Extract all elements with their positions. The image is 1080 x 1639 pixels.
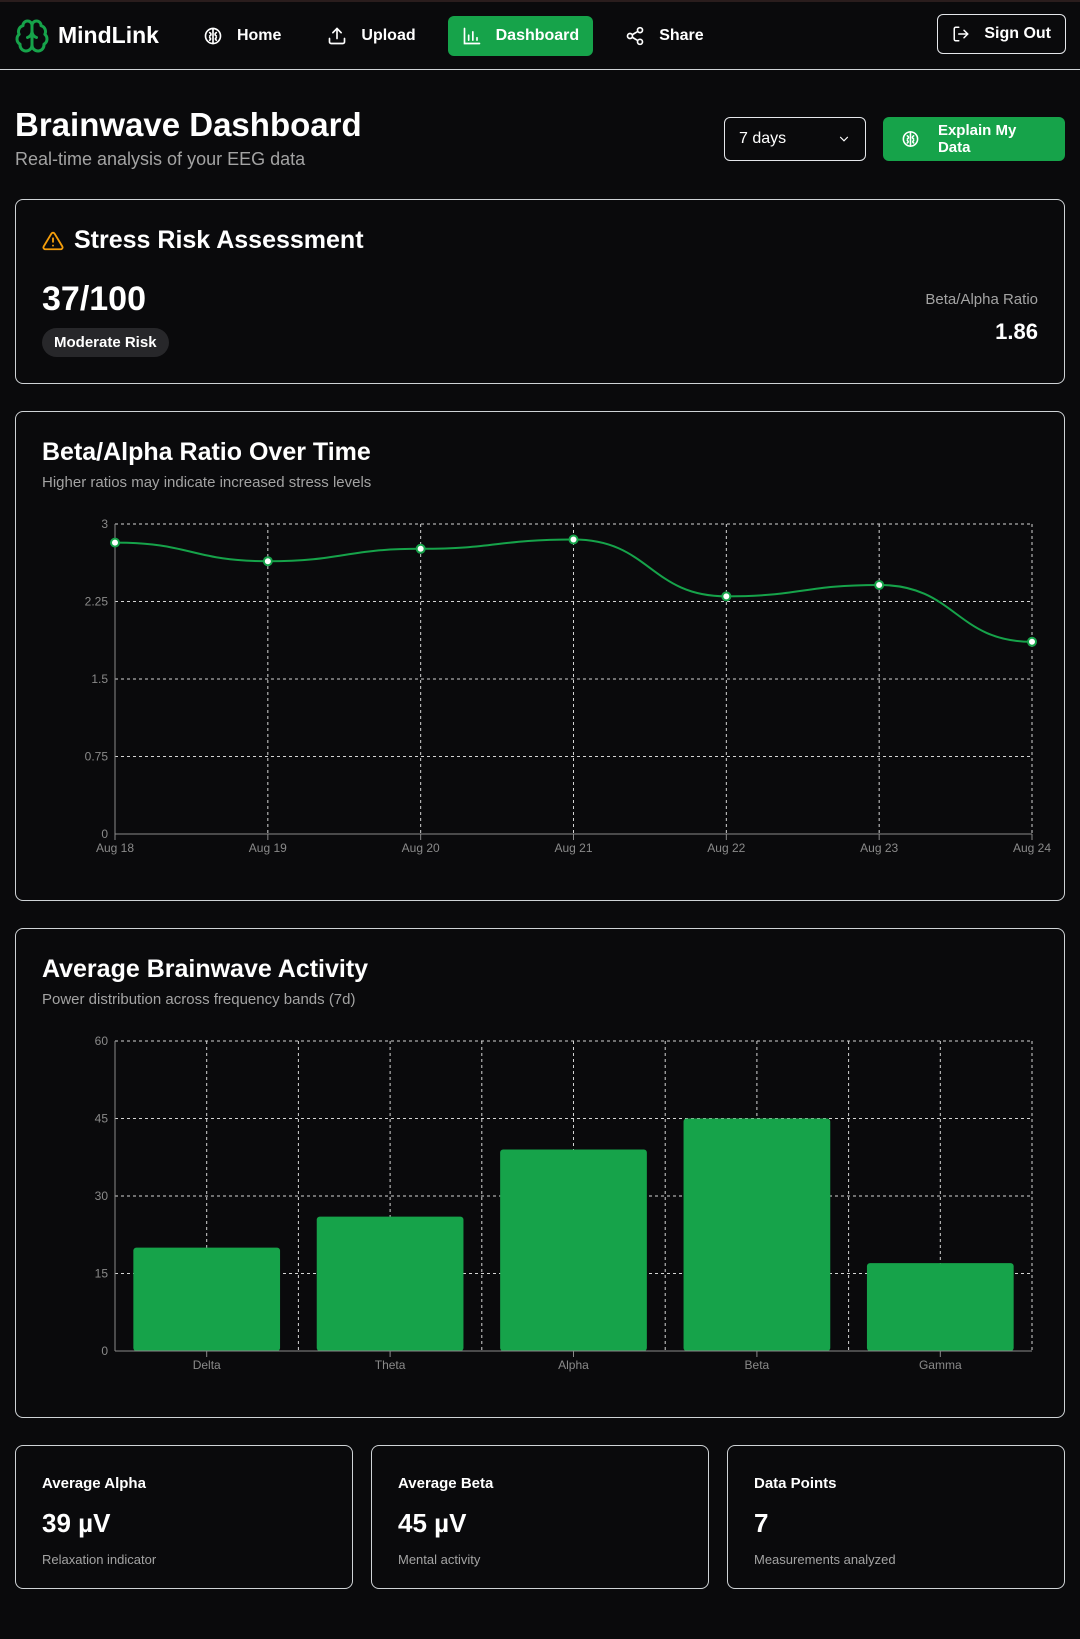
page-subtitle: Real-time analysis of your EEG data	[15, 149, 306, 169]
y-tick-label: 0.75	[85, 750, 109, 764]
x-tick-label: Aug 18	[96, 841, 134, 855]
x-tick-label: Aug 23	[860, 841, 898, 855]
explain-my-data-button[interactable]: Explain My Data	[883, 117, 1065, 161]
brain-icon	[204, 27, 222, 44]
data-point	[262, 556, 273, 567]
stat-description: Relaxation indicator	[42, 1552, 157, 1567]
bar-delta	[133, 1247, 281, 1351]
y-tick-label: 30	[95, 1189, 109, 1203]
brain-logo-icon	[15, 19, 49, 52]
risk-level-badge: Moderate Risk	[42, 328, 169, 357]
y-tick-label: 3	[101, 517, 108, 531]
sign-out-button[interactable]: Sign Out	[937, 14, 1066, 54]
data-point	[568, 534, 579, 545]
bar-card-title: Average Brainwave Activity	[42, 955, 369, 983]
bar-theta	[316, 1216, 464, 1351]
data-point	[1027, 636, 1037, 647]
nav-share[interactable]: Share	[611, 16, 717, 56]
stat-label: Average Beta	[398, 1475, 494, 1492]
page-header: Brainwave Dashboard Real-time analysis o…	[0, 70, 1080, 198]
ratio-over-time-card: Beta/Alpha Ratio Over Time Higher ratios…	[15, 411, 1065, 901]
stat-card-alpha: Average Alpha 39 µV Relaxation indicator	[15, 1445, 353, 1589]
stress-card-title-row: Stress Risk Assessment	[42, 226, 364, 255]
page-title: Brainwave Dashboard	[15, 106, 362, 143]
data-point	[874, 579, 885, 590]
line-card-title: Beta/Alpha Ratio Over Time	[42, 438, 371, 466]
stat-card-beta: Average Beta 45 µV Mental activity	[371, 1445, 709, 1589]
brainwave-activity-card: Average Brainwave Activity Power distrib…	[15, 928, 1065, 1418]
bar-gamma	[866, 1263, 1014, 1351]
stat-description: Mental activity	[398, 1552, 481, 1567]
nav-upload-label: Upload	[361, 26, 416, 44]
nav-dashboard[interactable]: Dashboard	[447, 15, 594, 56]
data-point	[110, 537, 120, 548]
time-range-select[interactable]: 7 days	[724, 117, 866, 161]
x-tick-label: Beta	[745, 1358, 770, 1372]
y-tick-label: 2.25	[85, 595, 109, 609]
stress-card-title: Stress Risk Assessment	[74, 226, 364, 254]
explain-my-data-label: Explain My Data	[937, 122, 1017, 156]
bar-chart-icon	[463, 27, 480, 44]
stress-score: 37/100	[42, 280, 146, 318]
sign-out-icon	[953, 26, 969, 42]
y-tick-label: 0	[101, 827, 108, 841]
y-tick-label: 15	[95, 1267, 109, 1281]
stress-risk-card: Stress Risk Assessment 37/100 Moderate R…	[15, 199, 1065, 384]
bar-card-subtitle: Power distribution across frequency band…	[42, 991, 356, 1008]
brain-icon	[902, 131, 919, 147]
nav-dashboard-label: Dashboard	[495, 26, 580, 44]
warning-icon	[42, 231, 64, 250]
x-tick-label: Aug 19	[249, 841, 287, 855]
y-tick-label: 1.5	[91, 672, 108, 686]
y-tick-label: 60	[95, 1034, 109, 1048]
y-tick-label: 45	[95, 1112, 109, 1126]
brand[interactable]: MindLink	[14, 18, 159, 54]
stat-value: 45 µV	[398, 1508, 467, 1538]
y-tick-label: 0	[101, 1344, 108, 1358]
share-icon	[626, 26, 644, 45]
bar-chart: 0 15 30 45 60 Delta Theta Alpha Beta Gamma	[95, 1034, 1033, 1372]
upload-icon	[329, 27, 346, 44]
nav-upload[interactable]: Upload	[313, 16, 429, 56]
stat-card-data-points: Data Points 7 Measurements analyzed	[727, 1445, 1065, 1589]
nav-share-label: Share	[659, 26, 704, 44]
top-navbar: MindLink Home Upload Dashboard Share Sig…	[0, 0, 1080, 70]
ratio-value: 1.86	[995, 319, 1038, 344]
bar-beta	[683, 1118, 831, 1351]
stat-value: 7	[754, 1508, 769, 1538]
stat-label: Average Alpha	[42, 1475, 146, 1492]
stat-value: 39 µV	[42, 1508, 111, 1538]
x-tick-label: Delta	[193, 1358, 221, 1372]
x-tick-label: Aug 20	[402, 841, 440, 855]
line-card-subtitle: Higher ratios may indicate increased str…	[42, 474, 372, 491]
x-tick-label: Theta	[375, 1358, 406, 1372]
nav-home[interactable]: Home	[189, 16, 295, 56]
data-point	[415, 543, 426, 554]
ratio-label: Beta/Alpha Ratio	[925, 291, 1038, 308]
chevron-down-icon	[839, 136, 849, 142]
x-tick-label: Aug 22	[707, 841, 745, 855]
stat-description: Measurements analyzed	[754, 1552, 896, 1567]
x-tick-label: Aug 21	[554, 841, 592, 855]
x-tick-label: Alpha	[558, 1358, 589, 1372]
sign-out-label: Sign Out	[984, 25, 1051, 42]
x-tick-label: Aug 24	[1013, 841, 1051, 855]
time-range-value: 7 days	[739, 130, 787, 147]
brand-name: MindLink	[58, 22, 159, 48]
x-tick-label: Gamma	[919, 1358, 962, 1372]
line-chart: 0 0.75 1.5 2.25 3 Aug 18 Aug 19 Aug 20 Aug 21 Aug…	[85, 517, 1052, 855]
nav-home-label: Home	[236, 26, 282, 44]
bar-alpha	[500, 1149, 647, 1351]
data-point	[721, 591, 732, 602]
stat-label: Data Points	[754, 1475, 837, 1492]
